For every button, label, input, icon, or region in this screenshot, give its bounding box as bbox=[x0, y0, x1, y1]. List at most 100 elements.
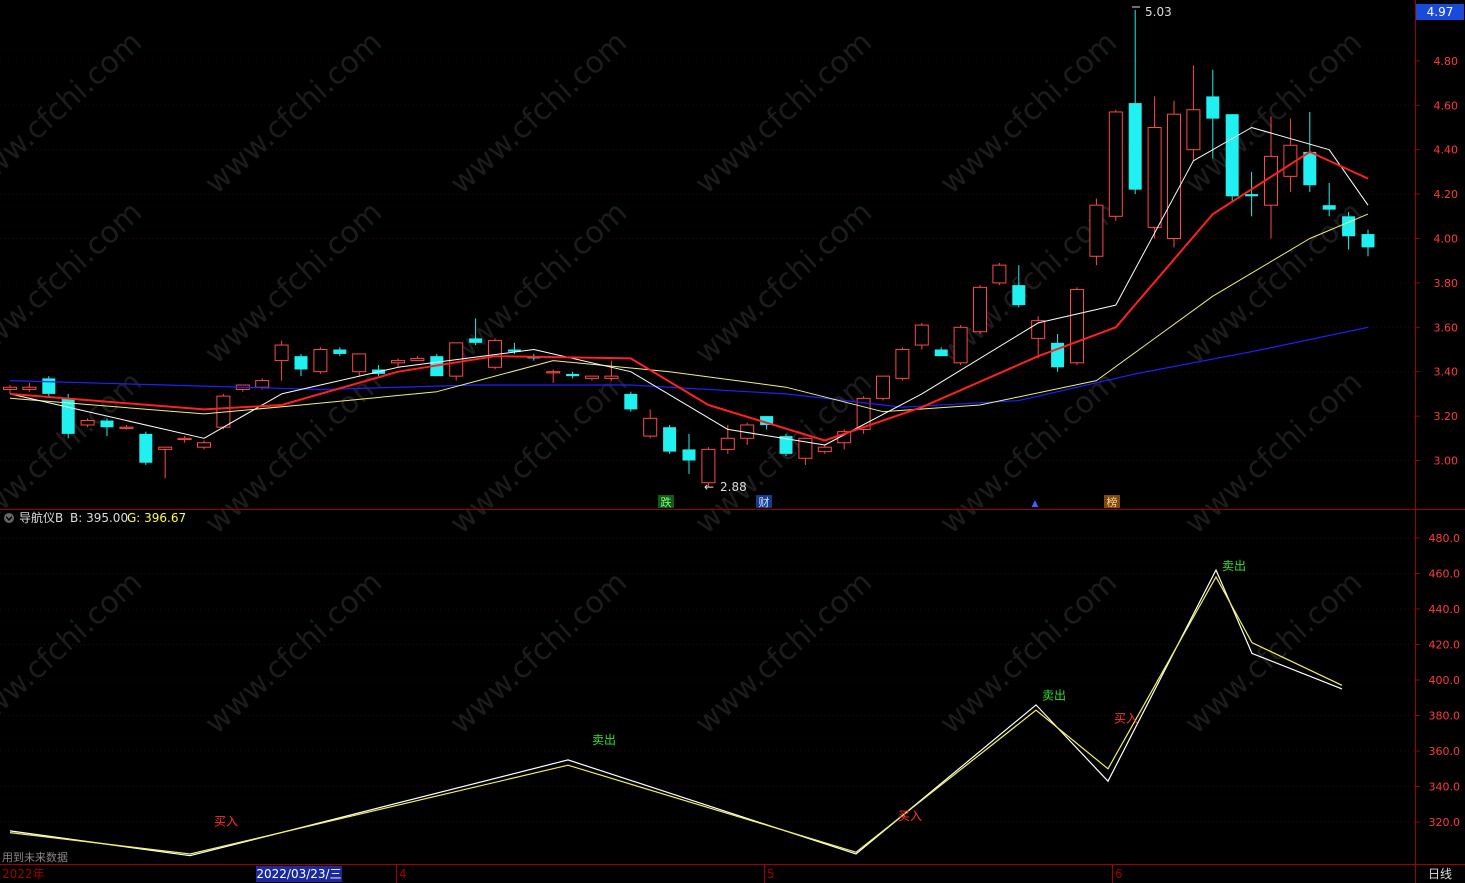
price-axis-label: 3.60 bbox=[1434, 321, 1459, 334]
indicator-axis-label: 460.0 bbox=[1429, 568, 1461, 581]
event-tag-triangle[interactable]: ▲ bbox=[1032, 499, 1039, 509]
candle-body-down bbox=[1051, 342, 1065, 368]
period-button[interactable]: 日线 bbox=[1428, 867, 1452, 881]
event-tag-bg bbox=[1104, 495, 1120, 508]
candle-body-up bbox=[1147, 127, 1162, 228]
price-axis-label: 4.00 bbox=[1434, 233, 1459, 246]
candle-body-up bbox=[22, 386, 37, 390]
ma-red-line bbox=[9, 150, 1369, 442]
candle-body-down bbox=[469, 338, 483, 343]
candle-body-down bbox=[333, 349, 347, 354]
buy-signal-label: 买入 bbox=[1114, 712, 1138, 726]
candle-body-up bbox=[643, 417, 658, 437]
ma-yellow-line bbox=[9, 213, 1369, 415]
candle-body-up bbox=[798, 437, 813, 459]
event-tag-bg bbox=[756, 495, 772, 508]
candle-body-up bbox=[410, 357, 425, 362]
candle-body-down bbox=[624, 393, 638, 410]
candle-body-down bbox=[566, 373, 580, 377]
indicator-axis-label: 380.0 bbox=[1429, 710, 1461, 723]
candle-body-up bbox=[585, 375, 599, 379]
indicator-axis-label: 480.0 bbox=[1429, 532, 1461, 545]
candle-body-up bbox=[837, 431, 852, 444]
event-tag-list[interactable]: 榜 bbox=[1107, 495, 1118, 509]
candle-body-up bbox=[274, 344, 289, 362]
candle-body-up bbox=[876, 375, 890, 399]
buy-signal-label: 买入 bbox=[214, 815, 238, 829]
candle-body-down bbox=[100, 420, 114, 428]
price-axis-label: 4.60 bbox=[1434, 99, 1459, 112]
candle-body-down bbox=[1245, 194, 1259, 197]
candle-body-up bbox=[701, 448, 716, 484]
candle-body-up bbox=[1070, 289, 1084, 364]
indicator-g-value: G: 396.67 bbox=[127, 511, 186, 525]
candle-body-up bbox=[1186, 109, 1201, 151]
cursor-date-box bbox=[256, 866, 342, 882]
chevron-down-icon bbox=[5, 516, 13, 522]
candle-body-up bbox=[720, 437, 735, 450]
candle-body-up bbox=[895, 349, 910, 379]
candle-body-down bbox=[139, 433, 153, 463]
candle-body-up bbox=[1167, 113, 1181, 239]
indicator-series-B bbox=[9, 568, 1343, 857]
indicator-axis-label: 360.0 bbox=[1429, 745, 1461, 758]
indicator-lines bbox=[9, 568, 1343, 857]
ma-blue-line bbox=[9, 326, 1369, 408]
moving-averages bbox=[9, 127, 1369, 446]
indicator-axis-label: 340.0 bbox=[1429, 781, 1461, 794]
indicator-axis-label: 400.0 bbox=[1429, 674, 1461, 687]
price-axis-label: 4.80 bbox=[1434, 55, 1459, 68]
month-label-june: 6 bbox=[1115, 867, 1123, 881]
candle-body-down bbox=[1303, 151, 1317, 186]
candle-body-up bbox=[604, 375, 619, 379]
cursor-date-label: 2022/03/23/三 bbox=[256, 867, 341, 881]
event-tag-drop[interactable]: 跌 bbox=[661, 495, 672, 509]
event-tag-finance[interactable]: 财 bbox=[759, 495, 770, 509]
candle-body-up bbox=[197, 442, 211, 448]
candle-body-up bbox=[177, 437, 192, 440]
month-label-may: 5 bbox=[767, 867, 775, 881]
candle-body-up bbox=[352, 353, 367, 373]
candle-body-down bbox=[663, 427, 677, 452]
candles[interactable] bbox=[3, 9, 1375, 488]
indicator-axis-label: 320.0 bbox=[1429, 816, 1461, 829]
high-price-annotation: 5.03 bbox=[1145, 5, 1172, 19]
candle-body-up bbox=[80, 420, 95, 426]
indicator-axis: 480.0 460.0 440.0 420.0 400.0 380.0 360.0 340.0… bbox=[1415, 532, 1460, 829]
candle-body-down bbox=[1342, 216, 1356, 237]
candle-body-down bbox=[61, 398, 75, 434]
candle-body-down bbox=[1206, 96, 1220, 119]
candle-body-down bbox=[1322, 205, 1336, 210]
collapse-toggle-icon[interactable] bbox=[4, 513, 14, 523]
sell-signal-label: 卖出 bbox=[592, 733, 616, 747]
sell-signal-label: 卖出 bbox=[1222, 559, 1246, 573]
indicator-axis-label: 440.0 bbox=[1429, 603, 1461, 616]
candle-body-down bbox=[1012, 285, 1026, 306]
candle-body-up bbox=[817, 446, 832, 453]
candle-body-down bbox=[294, 356, 308, 370]
candle-body-down bbox=[1128, 103, 1142, 190]
event-tag-bg bbox=[658, 495, 674, 508]
indicator-name[interactable]: 导航仪B bbox=[19, 510, 63, 525]
candle-body-down bbox=[934, 349, 948, 357]
indicator-b-value: B: 395.00 bbox=[70, 511, 128, 525]
candle-body-down bbox=[779, 436, 793, 454]
current-price-box bbox=[1416, 4, 1464, 20]
candle-body-down bbox=[507, 349, 521, 352]
price-axis: 4.80 4.60 4.40 4.20 4.00 3.80 3.60 3.40 3.20 3.00 bbox=[1415, 55, 1458, 468]
sell-signal-label: 卖出 bbox=[1042, 689, 1066, 703]
low-arrow: ← bbox=[704, 480, 714, 494]
candle-body-up bbox=[313, 349, 328, 373]
buy-signal-label: 买入 bbox=[898, 809, 922, 823]
candle-body-up bbox=[391, 360, 405, 364]
candle-body-up bbox=[992, 264, 1007, 284]
candle-body-down bbox=[682, 449, 696, 461]
candle-body-up bbox=[158, 446, 173, 450]
price-axis-label: 4.20 bbox=[1434, 188, 1459, 201]
candle-body-down bbox=[760, 416, 774, 425]
candle-body-down bbox=[1361, 234, 1375, 248]
price-axis-label: 3.20 bbox=[1434, 410, 1459, 423]
low-price-annotation: 2.88 bbox=[720, 480, 747, 494]
current-price-label: 4.97 bbox=[1427, 5, 1454, 19]
